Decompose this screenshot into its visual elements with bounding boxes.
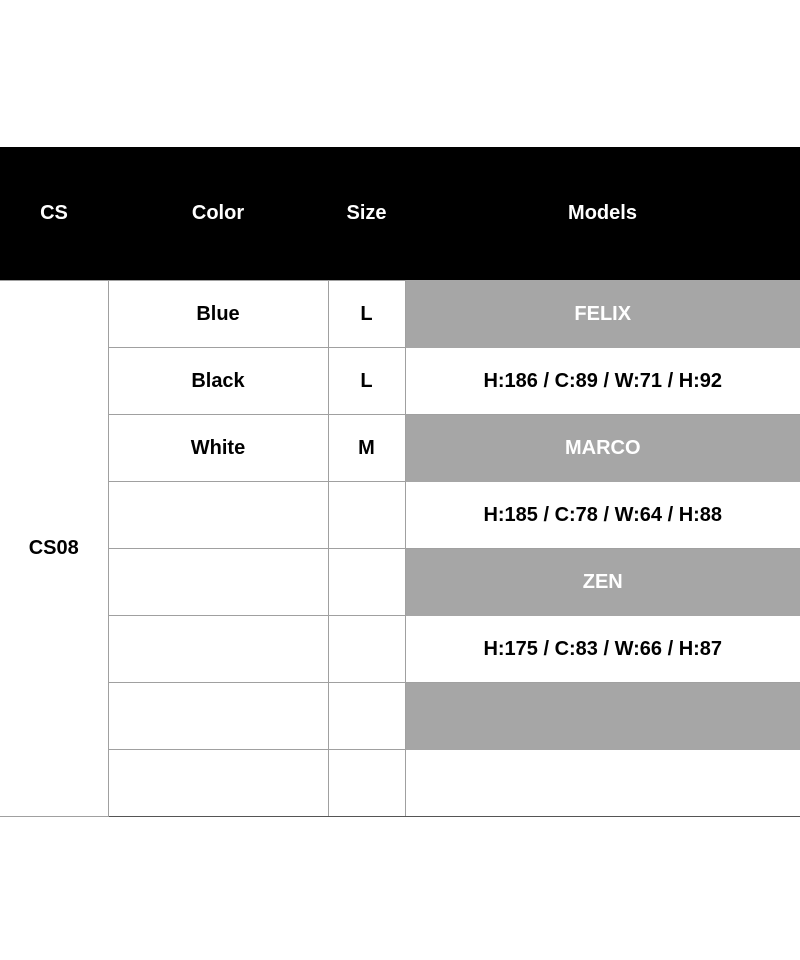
table-row: White M MARCO	[0, 414, 800, 482]
model-cell: H:175 / C:83 / W:66 / H:87	[404, 615, 800, 683]
model-cell: FELIX	[404, 280, 800, 348]
model-cell: MARCO	[404, 414, 800, 482]
size-cell: M	[327, 414, 406, 482]
table-row	[0, 749, 800, 817]
size-cell: L	[327, 347, 406, 415]
model-cell: ZEN	[404, 548, 800, 616]
table-row: ZEN	[0, 548, 800, 616]
table-row: H:175 / C:83 / W:66 / H:87	[0, 615, 800, 683]
header-row: CS Color Size Models	[0, 147, 800, 281]
size-cell	[327, 548, 406, 616]
color-cell	[107, 749, 329, 817]
cs-cell: CS08	[0, 280, 109, 817]
table-row: Black L H:186 / C:89 / W:71 / H:92	[0, 347, 800, 415]
header-cs: CS	[0, 147, 108, 281]
color-cell: White	[107, 414, 329, 482]
header-models: Models	[405, 147, 800, 281]
size-chart-table: CS Color Size Models CS08 Blue L FELIX Black…	[0, 147, 800, 817]
header-color: Color	[108, 147, 328, 281]
size-cell	[327, 481, 406, 549]
size-cell	[327, 749, 406, 817]
color-cell	[107, 548, 329, 616]
table-row: H:185 / C:78 / W:64 / H:88	[0, 481, 800, 549]
model-cell	[404, 682, 800, 750]
color-cell	[107, 481, 329, 549]
color-cell	[107, 682, 329, 750]
model-cell	[404, 749, 800, 817]
size-cell	[327, 682, 406, 750]
size-cell: L	[327, 280, 406, 348]
color-cell: Black	[107, 347, 329, 415]
table-row	[0, 682, 800, 750]
table-row: CS08 Blue L FELIX	[0, 280, 800, 817]
color-cell: Blue	[107, 280, 329, 348]
size-cell	[327, 615, 406, 683]
model-cell: H:185 / C:78 / W:64 / H:88	[404, 481, 800, 549]
header-size: Size	[328, 147, 405, 281]
color-cell	[107, 615, 329, 683]
model-cell: H:186 / C:89 / W:71 / H:92	[404, 347, 800, 415]
